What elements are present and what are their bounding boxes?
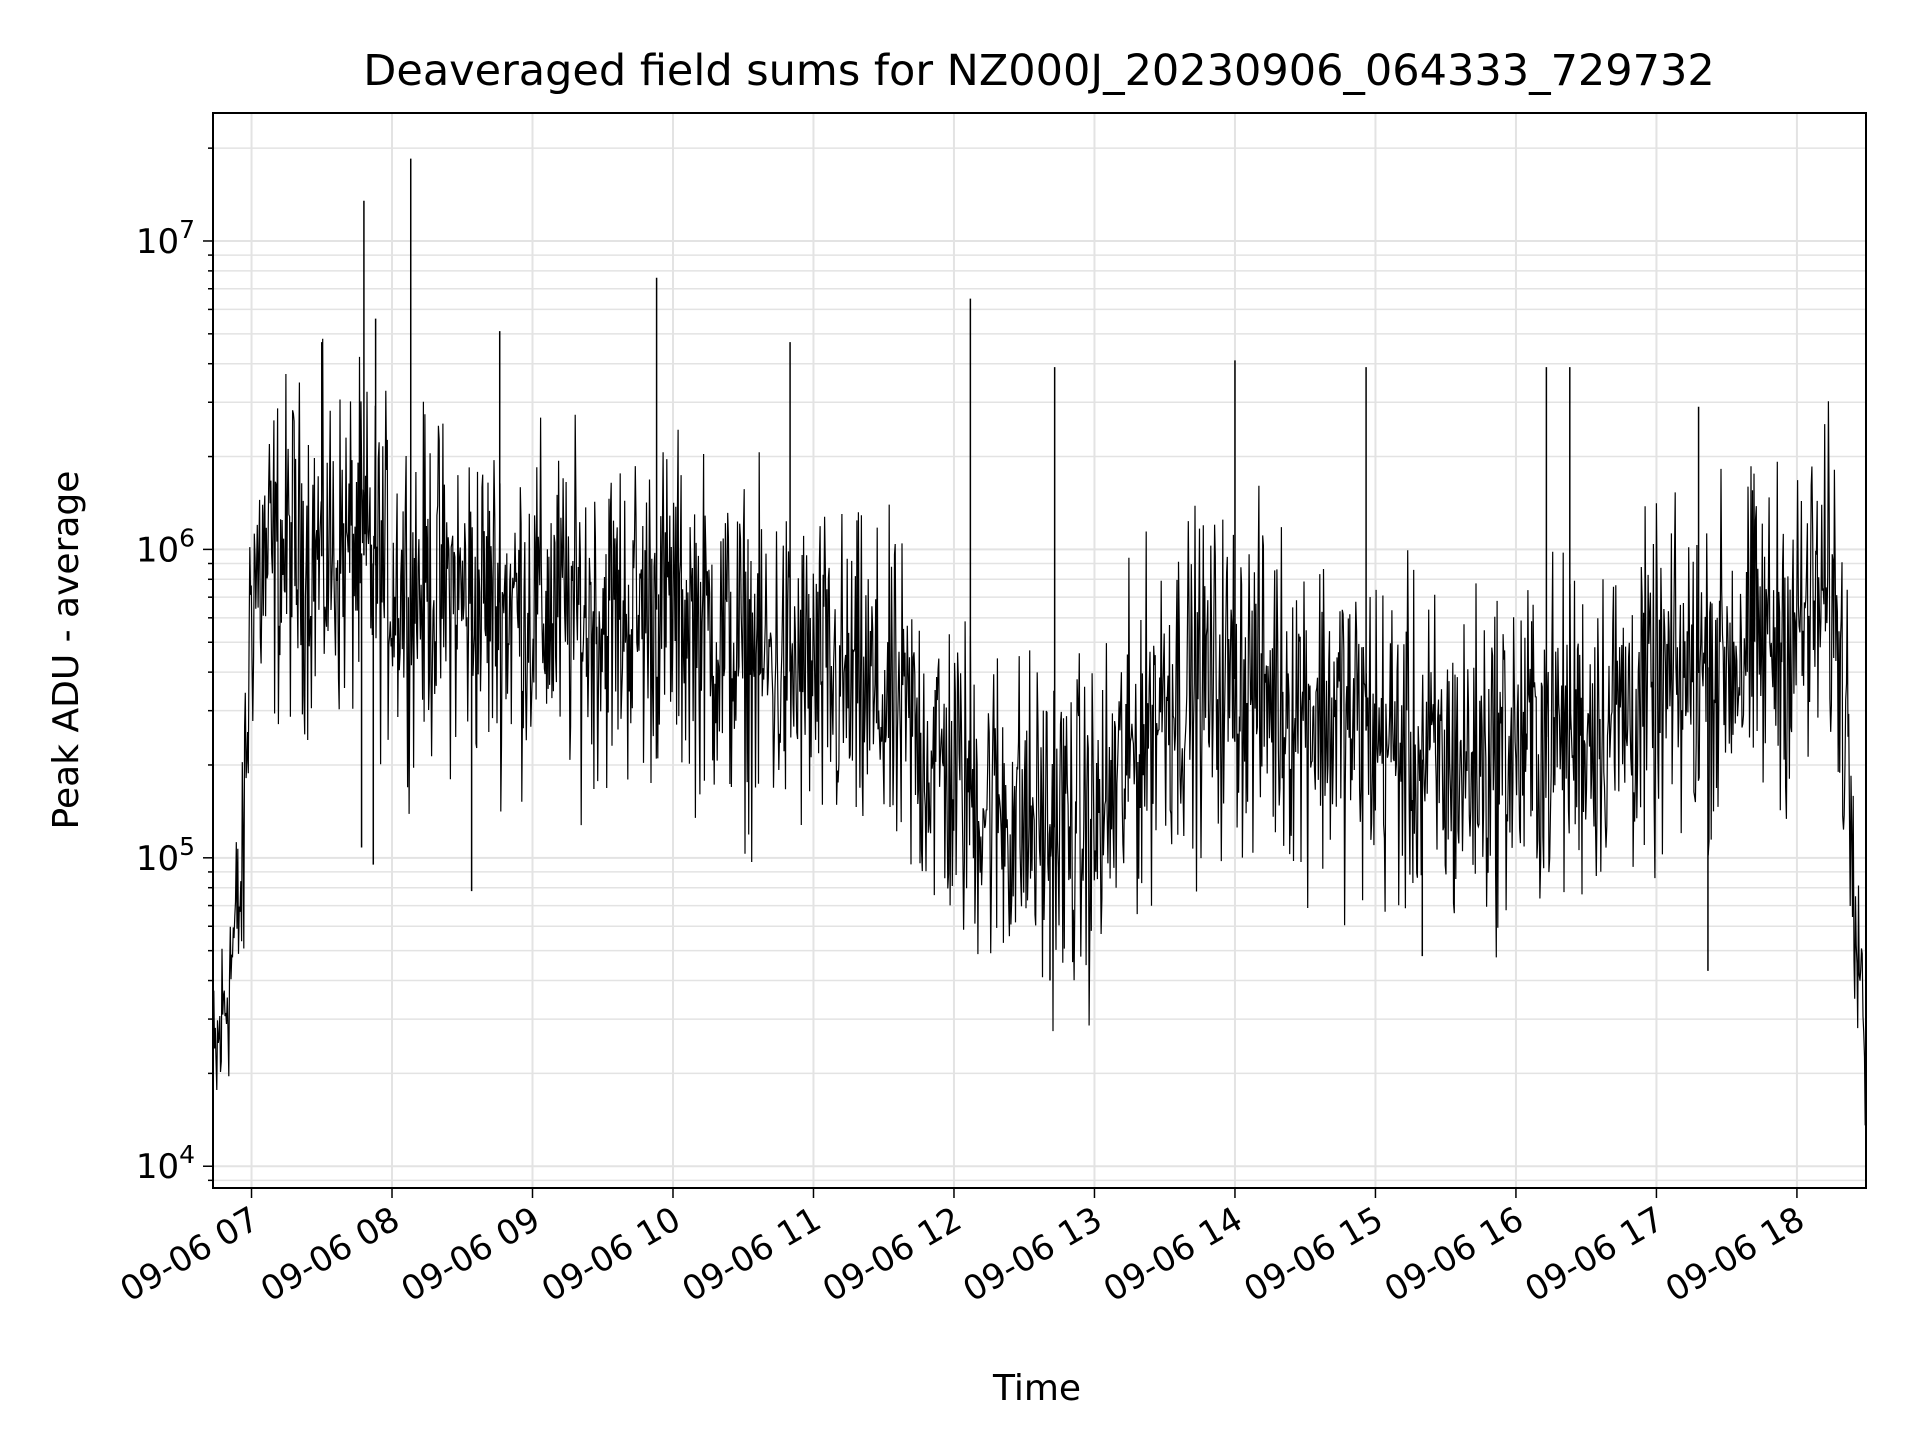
y-tick-label: 105 <box>136 832 195 879</box>
y-tick-label: 106 <box>136 523 195 570</box>
series-line <box>212 338 1867 1126</box>
plot-frame <box>212 112 1867 1189</box>
chart-title: Deaveraged field sums for NZ000J_2023090… <box>363 46 1714 96</box>
y-tick-label: 104 <box>136 1140 195 1187</box>
plot-area <box>212 158 1867 1126</box>
y-axis: 104 105 106 107 <box>136 147 213 1187</box>
x-axis-label: Time <box>992 1368 1081 1409</box>
y-axis-label: Peak ADU - average <box>46 471 87 830</box>
y-tick-label: 107 <box>136 215 195 262</box>
